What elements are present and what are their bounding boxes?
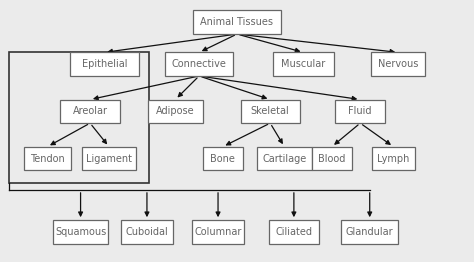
FancyBboxPatch shape bbox=[372, 147, 415, 170]
Text: Columnar: Columnar bbox=[194, 227, 242, 237]
FancyBboxPatch shape bbox=[82, 147, 137, 170]
Text: Tendon: Tendon bbox=[30, 154, 65, 163]
Text: Animal Tissues: Animal Tissues bbox=[201, 17, 273, 27]
Text: Fluid: Fluid bbox=[348, 106, 372, 116]
Text: Squamous: Squamous bbox=[55, 227, 106, 237]
FancyBboxPatch shape bbox=[341, 220, 398, 244]
Text: Areolar: Areolar bbox=[73, 106, 108, 116]
Text: Connective: Connective bbox=[172, 59, 227, 69]
FancyBboxPatch shape bbox=[148, 100, 202, 123]
Text: Glandular: Glandular bbox=[346, 227, 393, 237]
FancyBboxPatch shape bbox=[61, 100, 119, 123]
FancyBboxPatch shape bbox=[24, 147, 71, 170]
Text: Ligament: Ligament bbox=[86, 154, 132, 163]
Text: Epithelial: Epithelial bbox=[82, 59, 127, 69]
FancyBboxPatch shape bbox=[257, 147, 311, 170]
Text: Nervous: Nervous bbox=[378, 59, 419, 69]
FancyBboxPatch shape bbox=[273, 52, 334, 76]
FancyBboxPatch shape bbox=[121, 220, 173, 244]
FancyBboxPatch shape bbox=[336, 100, 385, 123]
FancyBboxPatch shape bbox=[192, 220, 244, 244]
Text: Muscular: Muscular bbox=[281, 59, 326, 69]
FancyBboxPatch shape bbox=[371, 52, 425, 76]
Text: Lymph: Lymph bbox=[377, 154, 410, 163]
FancyBboxPatch shape bbox=[193, 10, 281, 34]
Text: Blood: Blood bbox=[318, 154, 346, 163]
FancyBboxPatch shape bbox=[54, 220, 108, 244]
Text: Skeletal: Skeletal bbox=[251, 106, 290, 116]
Text: Cuboidal: Cuboidal bbox=[126, 227, 168, 237]
FancyBboxPatch shape bbox=[164, 52, 233, 76]
Bar bbox=[9, 52, 149, 183]
Text: Ciliated: Ciliated bbox=[275, 227, 312, 237]
FancyBboxPatch shape bbox=[70, 52, 138, 76]
Text: Bone: Bone bbox=[210, 154, 235, 163]
Text: Cartilage: Cartilage bbox=[262, 154, 307, 163]
Text: Adipose: Adipose bbox=[156, 106, 195, 116]
FancyBboxPatch shape bbox=[311, 147, 352, 170]
FancyBboxPatch shape bbox=[240, 100, 300, 123]
FancyBboxPatch shape bbox=[202, 147, 243, 170]
FancyBboxPatch shape bbox=[269, 220, 319, 244]
